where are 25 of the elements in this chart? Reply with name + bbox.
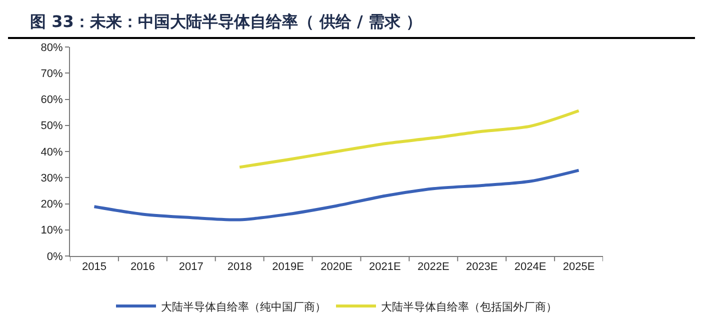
x-tick-label: 2019E [272,261,304,274]
chart-title: 图 33：未来：中国大陆半导体自给率（ 供给 / 需求 ） [8,12,695,39]
y-tick-label: 70% [40,68,64,80]
x-tick-label: 2018 [227,261,252,274]
x-tick-label: 2017 [178,261,204,274]
x-tick-label: 2021E [369,261,401,274]
x-tick-label: 2025E [562,261,595,274]
y-tick-label: 10% [40,224,64,237]
legend-label: 大陆半导体自给率（纯中国厂商） [161,300,326,314]
legend-label: 大陆半导体自给率（包括国外厂商） [381,300,557,314]
x-tick-label: 2015 [82,261,106,274]
y-tick-label: 20% [40,198,64,211]
y-tick-label: 0% [46,250,64,263]
x-tick-label: 2024E [514,261,546,274]
line-series [238,109,580,169]
x-tick-label: 2022E [418,261,450,274]
x-tick-label: 2020E [320,261,352,274]
y-tick-label: 40% [40,146,64,158]
y-tick-label: 60% [40,94,64,106]
y-tick-label: 80% [40,42,64,54]
x-tick-label: 2023E [466,261,498,274]
y-tick-label: 30% [40,172,64,184]
y-tick-label: 50% [40,120,64,132]
line-series [92,168,580,222]
x-tick-label: 2016 [130,261,155,274]
